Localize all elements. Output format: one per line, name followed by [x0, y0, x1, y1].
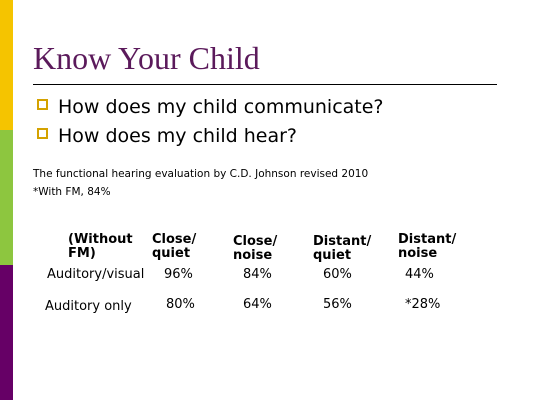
accent-bar: [0, 265, 13, 400]
table-header: Distant/ quiet: [313, 234, 372, 263]
table-header: (Without FM): [68, 232, 133, 261]
bullet: How does my child hear?: [37, 125, 297, 147]
table-cell: 96%: [164, 267, 193, 282]
title-rule: [33, 84, 497, 85]
accent-bar: [0, 130, 13, 265]
table-cell: 80%: [166, 297, 195, 312]
note: *With FM, 84%: [33, 186, 111, 198]
slide-title: Know Your Child: [33, 40, 260, 76]
accent-bar: [0, 0, 13, 130]
table-cell: Auditory/visual: [47, 267, 145, 282]
table-cell: 44%: [405, 267, 434, 282]
bullet-text: How does my child hear?: [58, 125, 298, 147]
table-cell: 56%: [323, 297, 352, 312]
table-header: Close/ quiet: [152, 232, 197, 261]
bullet: How does my child communicate?: [37, 96, 384, 118]
table-cell: 84%: [243, 267, 272, 282]
table-cell: 60%: [323, 267, 352, 282]
table-cell: *28%: [405, 297, 441, 312]
note: The functional hearing evaluation by C.D…: [33, 168, 369, 180]
table-cell: Auditory only: [45, 299, 132, 314]
table-cell: 64%: [243, 297, 272, 312]
table-header: Distant/ noise: [398, 232, 457, 261]
bullet-text: How does my child communicate?: [58, 96, 384, 118]
table-header: Close/ noise: [233, 234, 278, 263]
